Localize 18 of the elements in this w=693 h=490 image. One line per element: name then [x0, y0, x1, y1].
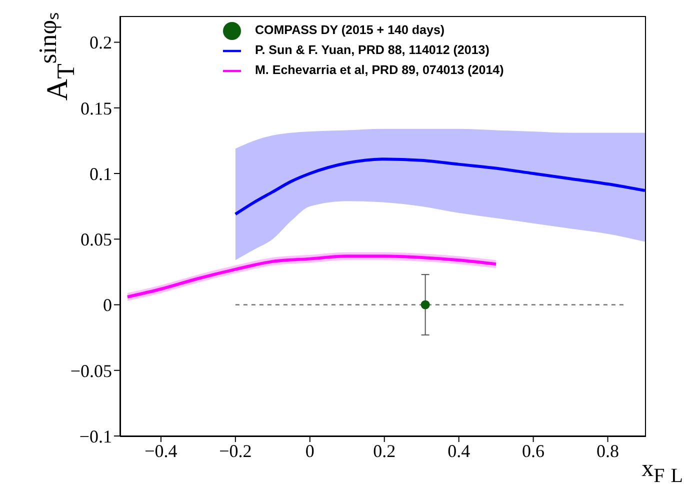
y-tick-label: 0.2	[90, 32, 112, 53]
y-tick-label: −0.1	[79, 426, 112, 446]
legend-label: COMPASS DY (2015 + 140 days)	[255, 23, 445, 37]
y-tick-label: 0.1	[90, 164, 112, 184]
x-tick-label: −0.2	[219, 440, 252, 461]
legend-label: M. Echevarria et al, PRD 89, 074013 (2014)	[255, 63, 504, 77]
x-tick-label: 0.2	[373, 440, 396, 461]
y-tick-label: −0.05	[70, 360, 112, 381]
line-series	[234, 158, 645, 216]
x-tick-label: −0.4	[144, 440, 178, 461]
y-tick-label: 0.05	[80, 230, 112, 250]
legend-label: P. Sun & F. Yuan, PRD 88, 114012 (2013)	[255, 43, 490, 57]
x-tick-label: 0.6	[522, 440, 545, 461]
x-tick-label: 0.4	[448, 440, 470, 461]
y-tick-label: 0	[103, 295, 112, 316]
y-tick-label: 0.15	[80, 98, 112, 118]
x-tick-label: 0	[305, 440, 314, 461]
x-tick-label: 0.8	[596, 440, 620, 461]
